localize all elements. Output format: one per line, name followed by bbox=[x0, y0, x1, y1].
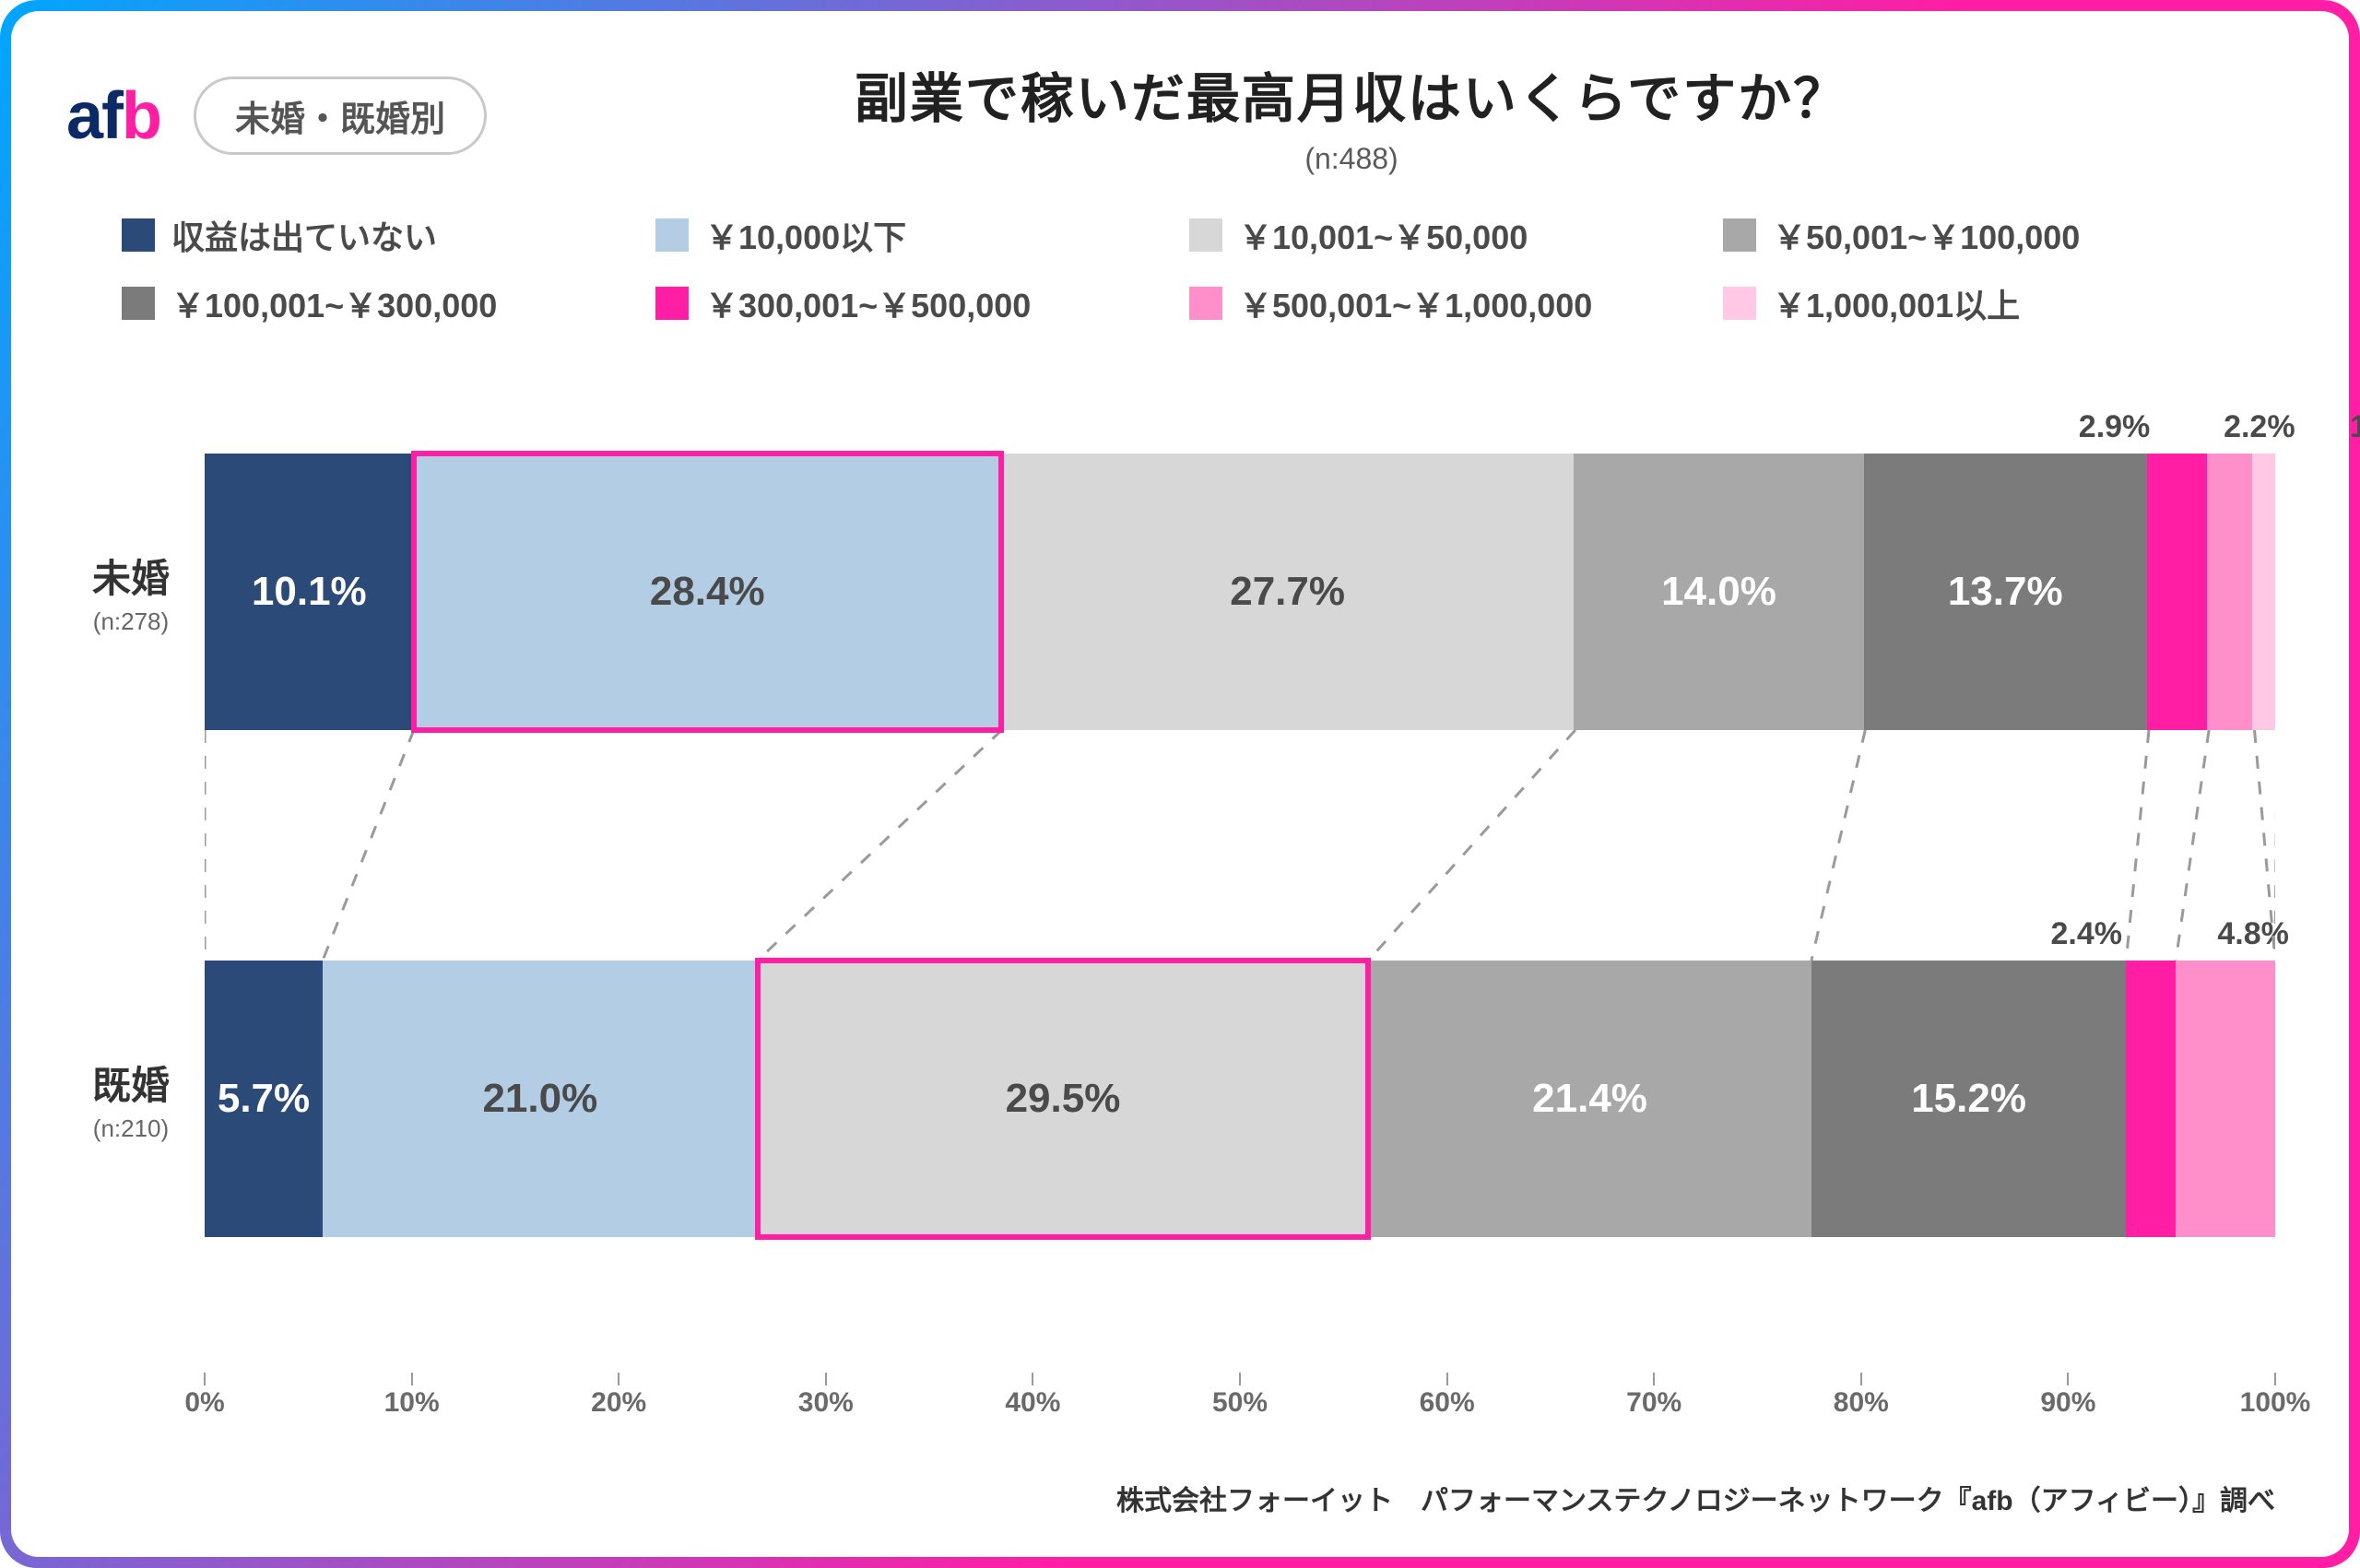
chart-subtitle: (n:488) bbox=[465, 142, 2238, 176]
row-n: (n:210) bbox=[66, 1114, 195, 1143]
legend-item: ￥100,001~￥300,000 bbox=[122, 279, 637, 327]
axis-tick bbox=[2274, 1373, 2276, 1385]
segment-label: 14.0% bbox=[1661, 569, 1776, 615]
bar-segment bbox=[2207, 454, 2252, 730]
axis-tick-label: 40% bbox=[1005, 1387, 1060, 1419]
connector-lines bbox=[205, 730, 2275, 961]
legend-swatch bbox=[1189, 287, 1222, 320]
bar-segment bbox=[2126, 961, 2176, 1237]
legend-item: ￥500,001~￥1,000,000 bbox=[1189, 279, 1705, 327]
legend-swatch bbox=[122, 287, 155, 320]
legend-label: ￥10,000以下 bbox=[705, 211, 906, 259]
footer-credit: 株式会社フォーイット パフォーマンステクノロジーネットワーク『afb（アフィビー… bbox=[1116, 1478, 2275, 1518]
legend-swatch bbox=[655, 218, 689, 252]
segment-label: 5.7% bbox=[218, 1076, 310, 1122]
bar-segment: 21.0% bbox=[323, 961, 758, 1237]
legend-swatch bbox=[122, 218, 155, 252]
axis-tick-label: 50% bbox=[1212, 1387, 1268, 1419]
row-n: (n:278) bbox=[66, 607, 195, 636]
gradient-frame: afb 未婚・既婚別 副業で稼いだ最高月収はいくらですか？ (n:488) 収益… bbox=[0, 0, 2360, 1568]
header: afb 未婚・既婚別 副業で稼いだ最高月収はいくらですか？ (n:488) bbox=[66, 55, 2294, 176]
axis-tick bbox=[1860, 1373, 1862, 1385]
axis-tick-label: 0% bbox=[184, 1387, 224, 1419]
callout-label: 2.4% bbox=[2050, 916, 2122, 952]
axis-tick bbox=[618, 1373, 620, 1385]
axis-tick bbox=[825, 1373, 827, 1385]
bar-segment: 27.7% bbox=[1001, 454, 1575, 730]
legend-swatch bbox=[1723, 218, 1756, 252]
legend: 収益は出ていない ￥10,000以下 ￥10,001~￥50,000 ￥50,001~… bbox=[66, 211, 2294, 327]
bar-segment: 5.7% bbox=[205, 961, 323, 1237]
row-label: 既婚 (n:210) bbox=[66, 1055, 195, 1143]
legend-item: ￥1,000,001以上 bbox=[1723, 279, 2238, 327]
segment-label: 21.4% bbox=[1532, 1076, 1647, 1122]
bar-segment: 28.4% bbox=[414, 454, 1001, 730]
axis-tick bbox=[1239, 1373, 1241, 1385]
axis-tick-label: 100% bbox=[2240, 1387, 2311, 1419]
bar-segment: 13.7% bbox=[1864, 454, 2147, 730]
bar-segment bbox=[2147, 454, 2207, 730]
axis-tick bbox=[1446, 1373, 1448, 1385]
legend-item: ￥50,001~￥100,000 bbox=[1723, 211, 2238, 259]
bar-segment: 21.4% bbox=[1368, 961, 1811, 1237]
axis-tick-label: 90% bbox=[2040, 1387, 2095, 1419]
legend-swatch bbox=[1189, 218, 1222, 252]
legend-label: ￥1,000,001以上 bbox=[1773, 279, 2020, 327]
bar-segment: 29.5% bbox=[758, 961, 1369, 1237]
segment-label: 28.4% bbox=[650, 569, 765, 615]
legend-label: ￥100,001~￥300,000 bbox=[171, 279, 497, 327]
legend-swatch bbox=[1723, 287, 1756, 320]
bar-segment bbox=[2176, 961, 2275, 1237]
axis-tick bbox=[204, 1373, 206, 1385]
legend-label: ￥10,001~￥50,000 bbox=[1239, 211, 1528, 259]
callout-label: 2.2% bbox=[2224, 409, 2295, 445]
row-name: 未婚 bbox=[66, 548, 195, 604]
category-pill: 未婚・既婚別 bbox=[194, 77, 487, 155]
chart-area: 0%10%20%30%40%50%60%70%80%90%100% 未婚(n:2… bbox=[205, 398, 2275, 1419]
row-name: 既婚 bbox=[66, 1055, 195, 1111]
segment-label: 21.0% bbox=[482, 1076, 597, 1122]
legend-swatch bbox=[655, 287, 689, 320]
segment-label: 10.1% bbox=[252, 569, 367, 615]
chart-title: 副業で稼いだ最高月収はいくらですか？ bbox=[465, 55, 2238, 133]
callout-label: 4.8% bbox=[2217, 916, 2289, 952]
bar-segment: 15.2% bbox=[1811, 961, 2126, 1237]
bar-segment bbox=[2252, 454, 2275, 730]
legend-item: ￥10,001~￥50,000 bbox=[1189, 211, 1705, 259]
axis-tick bbox=[411, 1373, 413, 1385]
legend-item: ￥10,000以下 bbox=[655, 211, 1171, 259]
axis-tick-label: 80% bbox=[1834, 1387, 1889, 1419]
x-axis: 0%10%20%30%40%50%60%70%80%90%100% bbox=[205, 1373, 2275, 1419]
bar-segment: 10.1% bbox=[205, 454, 414, 730]
segment-label: 29.5% bbox=[1006, 1076, 1121, 1122]
title-wrap: 副業で稼いだ最高月収はいくらですか？ (n:488) bbox=[465, 55, 2238, 176]
stacked-bar: 5.7% 21.0% 29.5% 21.4% 15.2% bbox=[205, 961, 2275, 1237]
axis-tick bbox=[1032, 1373, 1033, 1385]
axis-tick-label: 20% bbox=[591, 1387, 646, 1419]
legend-label: ￥50,001~￥100,000 bbox=[1773, 211, 2080, 259]
segment-label: 15.2% bbox=[1911, 1076, 2026, 1122]
axis-tick-label: 10% bbox=[384, 1387, 440, 1419]
legend-item: 収益は出ていない bbox=[122, 211, 637, 259]
axis-tick bbox=[2067, 1373, 2069, 1385]
legend-label: 収益は出ていない bbox=[171, 211, 437, 259]
segment-label: 13.7% bbox=[1948, 569, 2063, 615]
callout-label: 2.9% bbox=[2079, 409, 2151, 445]
legend-item: ￥300,001~￥500,000 bbox=[655, 279, 1171, 327]
stacked-bar: 10.1% 28.4% 27.7% 14.0% 13.7% bbox=[205, 454, 2275, 730]
axis-tick-label: 70% bbox=[1626, 1387, 1682, 1419]
axis-tick-label: 30% bbox=[798, 1387, 854, 1419]
brand-part1: af bbox=[66, 79, 122, 153]
row-label: 未婚 (n:278) bbox=[66, 548, 195, 636]
panel: afb 未婚・既婚別 副業で稼いだ最高月収はいくらですか？ (n:488) 収益… bbox=[11, 11, 2349, 1557]
axis-tick bbox=[1653, 1373, 1655, 1385]
brand-part2: b bbox=[122, 79, 160, 153]
segment-label: 27.7% bbox=[1230, 569, 1345, 615]
legend-label: ￥300,001~￥500,000 bbox=[705, 279, 1031, 327]
brand-logo: afb bbox=[66, 78, 160, 154]
callout-label: 1.1% bbox=[2350, 409, 2360, 445]
bar-segment: 14.0% bbox=[1574, 454, 1863, 730]
axis-tick-label: 60% bbox=[1420, 1387, 1475, 1419]
legend-label: ￥500,001~￥1,000,000 bbox=[1239, 279, 1592, 327]
